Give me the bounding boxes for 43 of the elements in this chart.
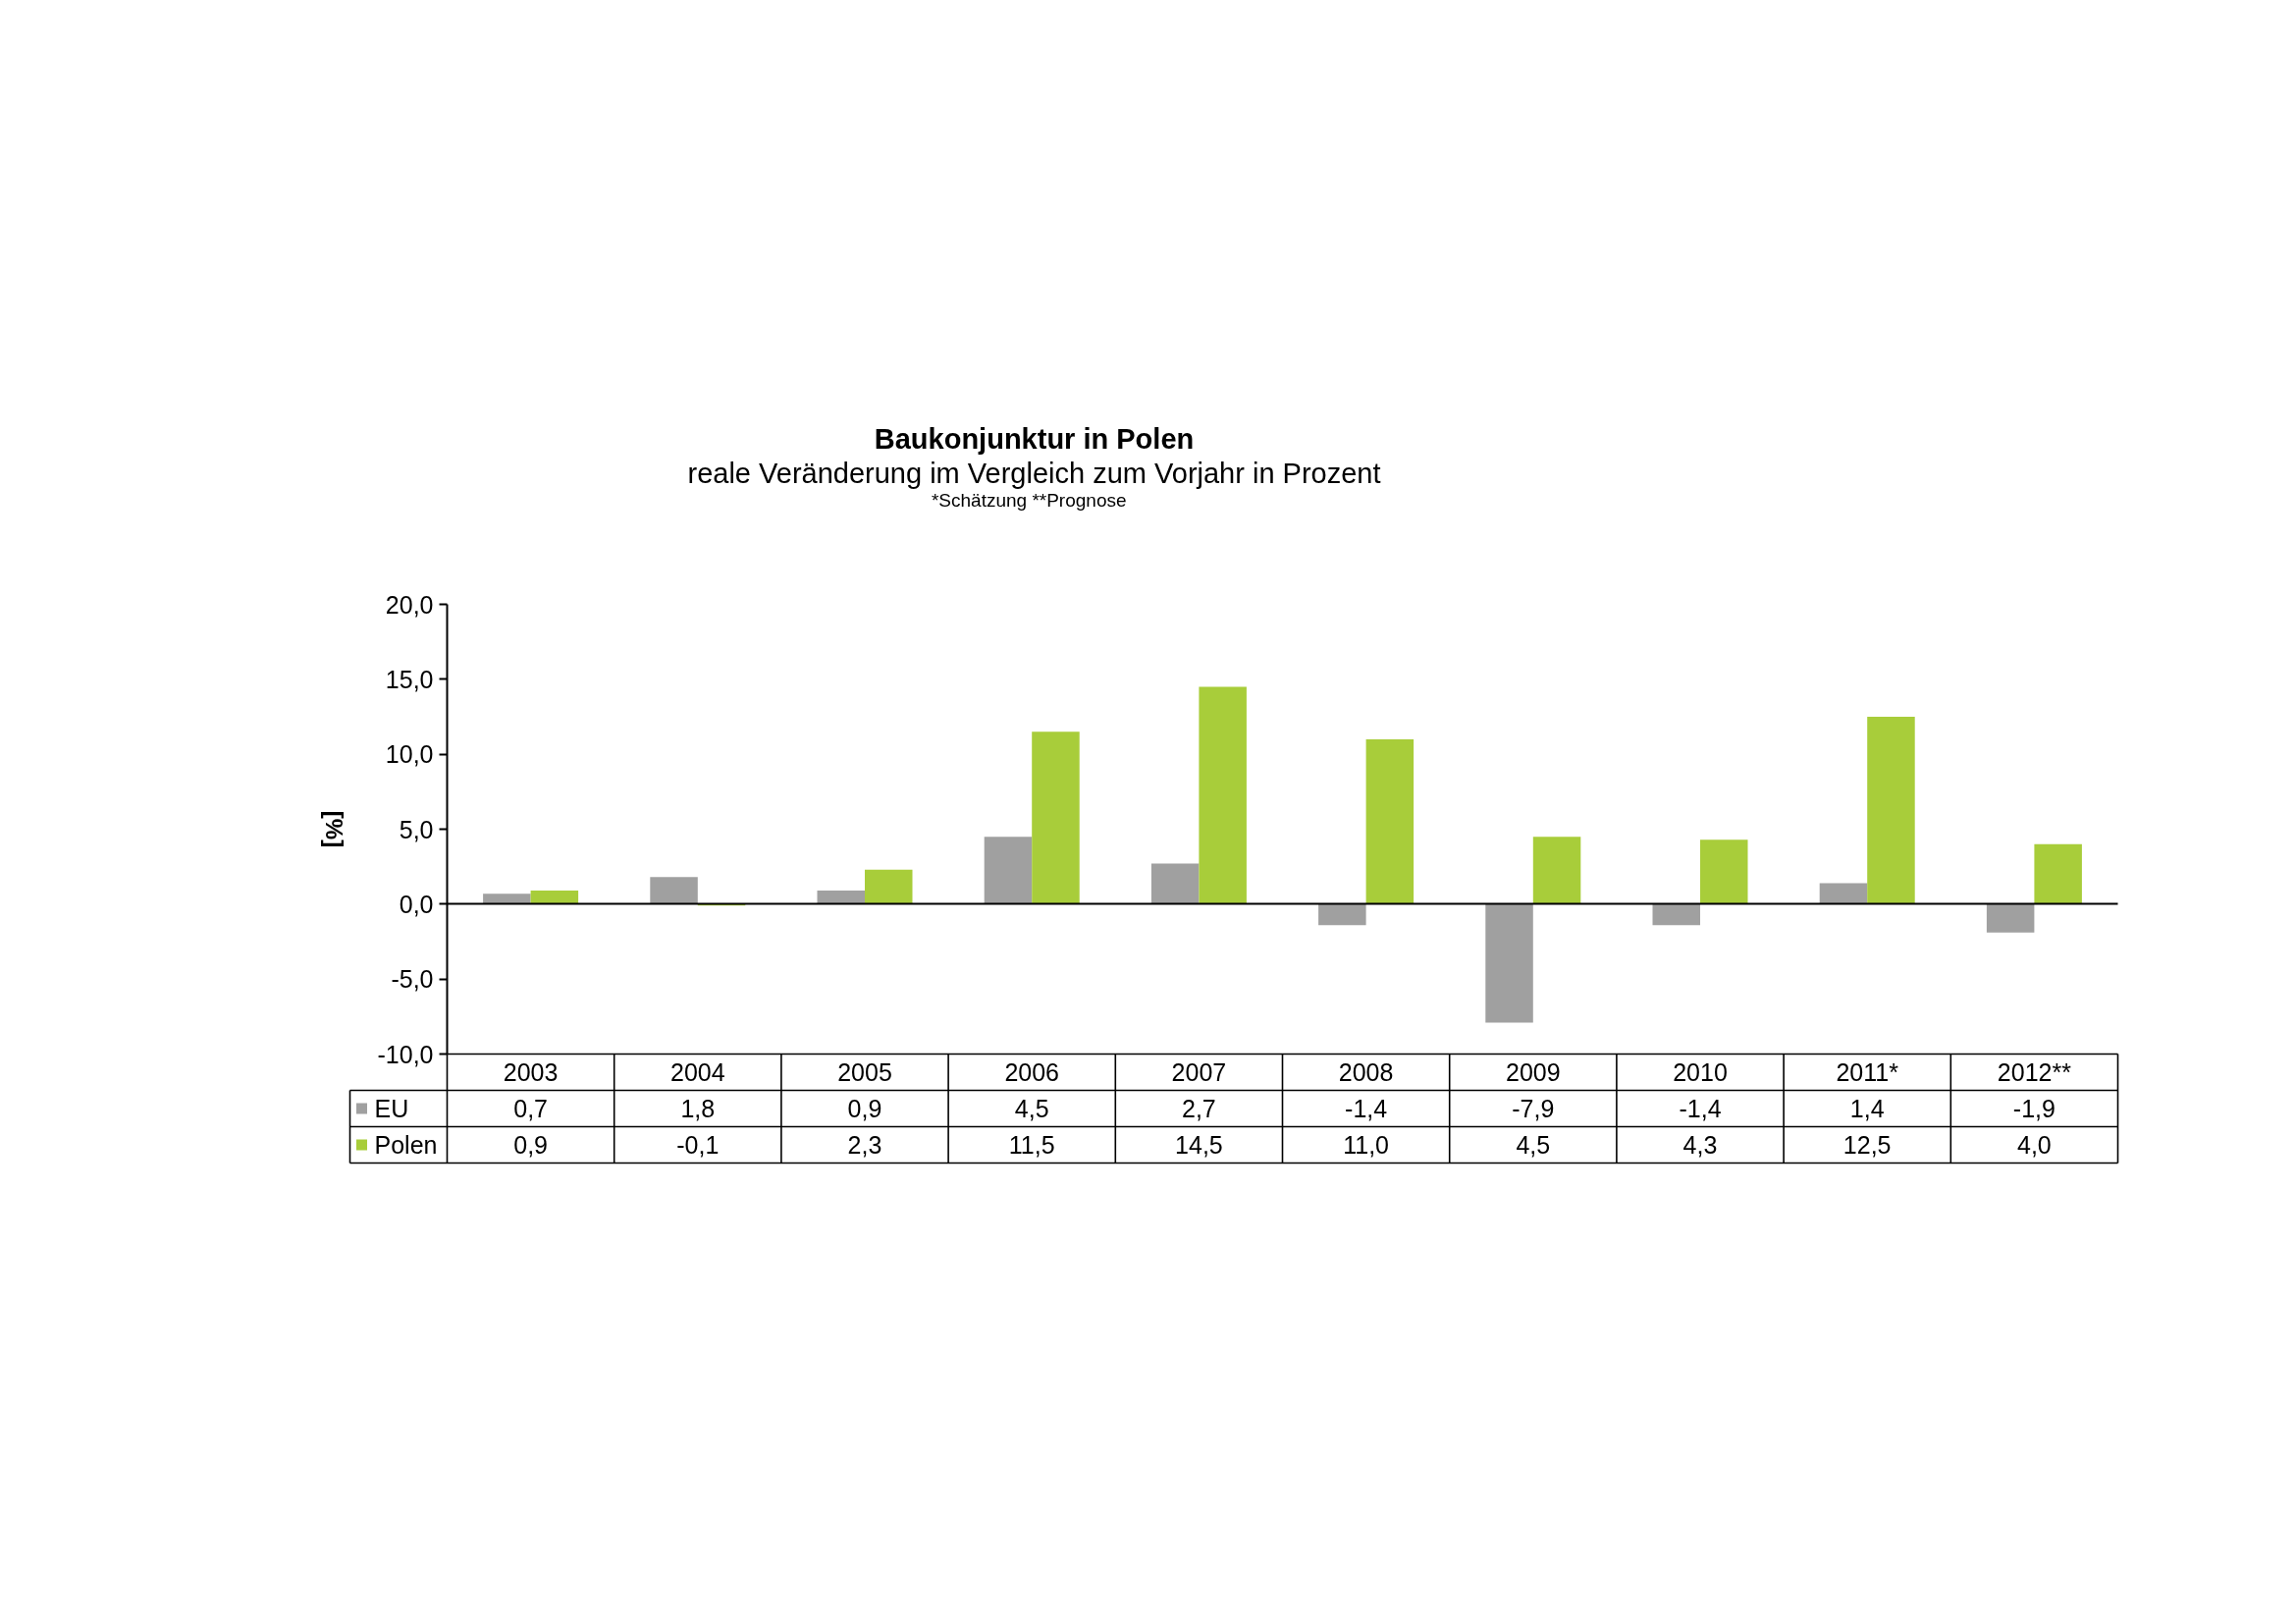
data-label: 11,5 bbox=[1008, 1131, 1055, 1159]
x-tick-label: 2007 bbox=[1171, 1058, 1227, 1086]
x-tick-label: 2008 bbox=[1338, 1058, 1394, 1086]
x-tick-label: 2011* bbox=[1836, 1058, 1899, 1086]
y-tick-label: 10,0 bbox=[385, 740, 434, 769]
data-label: 14,5 bbox=[1175, 1131, 1223, 1159]
data-label: -7,9 bbox=[1512, 1095, 1555, 1122]
y-tick-label: 5,0 bbox=[399, 815, 434, 843]
y-tick-label: -10,0 bbox=[377, 1040, 434, 1068]
y-tick-label: -5,0 bbox=[391, 965, 434, 994]
data-label: -1,4 bbox=[1345, 1095, 1388, 1122]
x-tick-label: 2006 bbox=[1004, 1058, 1060, 1086]
data-label: 1,4 bbox=[1849, 1095, 1885, 1122]
chart-subtitle: reale Veränderung im Vergleich zum Vorjahr in Prozent bbox=[687, 457, 1381, 489]
x-tick-label: 2009 bbox=[1505, 1058, 1561, 1086]
data-label: 4,3 bbox=[1682, 1131, 1718, 1159]
data-label: -1,4 bbox=[1679, 1095, 1722, 1122]
x-tick-label: 2010 bbox=[1673, 1058, 1728, 1086]
data-label: 2,7 bbox=[1182, 1095, 1216, 1122]
data-label: -1,9 bbox=[2012, 1095, 2056, 1122]
data-label: -0,1 bbox=[676, 1131, 720, 1159]
x-tick-label: 2003 bbox=[503, 1058, 559, 1086]
data-label: 2,3 bbox=[847, 1131, 882, 1159]
legend-label: Polen bbox=[374, 1131, 438, 1159]
data-label: 0,9 bbox=[847, 1095, 882, 1122]
data-label: 4,5 bbox=[1516, 1131, 1551, 1159]
x-tick-label: 2005 bbox=[837, 1058, 892, 1086]
y-tick-label: 0,0 bbox=[399, 890, 434, 918]
y-tick-label: 20,0 bbox=[385, 590, 434, 619]
data-label: 1,8 bbox=[680, 1095, 716, 1122]
text: *Schätzung **Prognose bbox=[931, 490, 1127, 511]
y-axis-title: [%] bbox=[321, 810, 347, 848]
legend-label: EU bbox=[374, 1095, 409, 1122]
data-label: 12,5 bbox=[1842, 1131, 1892, 1159]
data-label: 4,0 bbox=[2017, 1131, 2052, 1159]
x-tick-label: 2004 bbox=[669, 1058, 725, 1086]
data-label: 11,0 bbox=[1343, 1131, 1390, 1159]
y-tick-label: 15,0 bbox=[385, 665, 434, 693]
data-label: 0,7 bbox=[513, 1095, 548, 1122]
chart-title: Baukonjunktur in Polen bbox=[874, 422, 1195, 455]
x-tick-label: 2012** bbox=[1997, 1058, 2072, 1086]
data-label: 0,9 bbox=[513, 1131, 548, 1159]
data-label: 4,5 bbox=[1014, 1095, 1049, 1122]
